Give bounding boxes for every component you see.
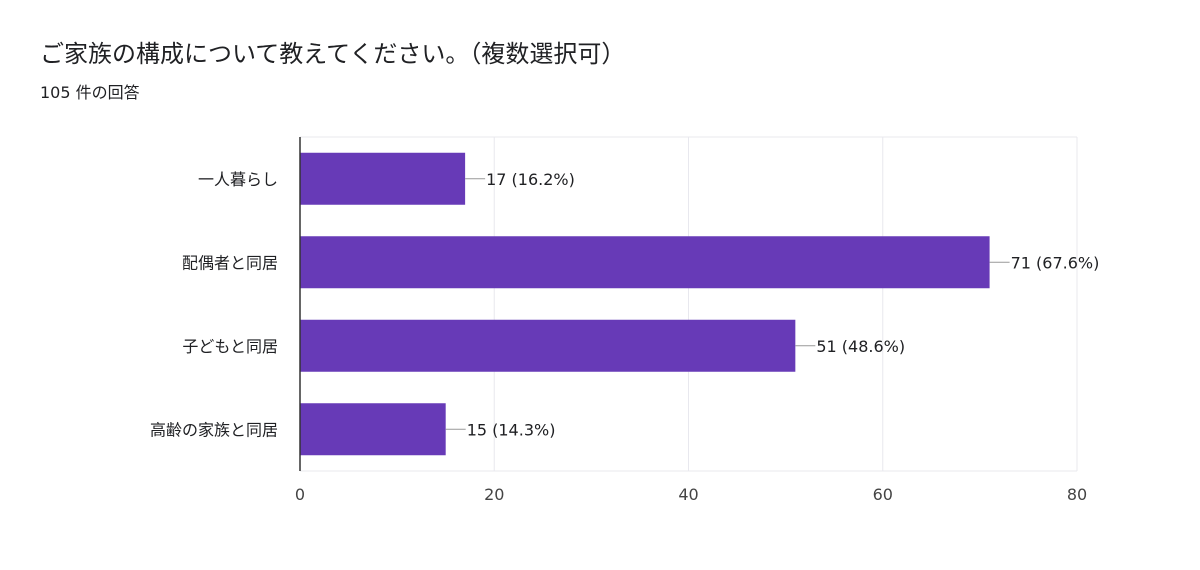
response-count: 105 件の回答 (40, 83, 140, 102)
x-tick-label-4: 80 (1067, 485, 1087, 504)
category-label-0: 一人暮らし (198, 170, 278, 189)
x-tick-label-1: 20 (484, 485, 504, 504)
category-label-3: 高齢の家族と同居 (150, 420, 278, 439)
bar-1 (300, 236, 990, 289)
x-tick-label-2: 40 (678, 485, 698, 504)
question-title: ご家族の構成について教えてください。（複数選択可） (40, 40, 626, 68)
category-label-2: 子どもと同居 (182, 337, 278, 356)
data-label-0: 17 (16.2%) (486, 170, 575, 189)
bar-2 (300, 319, 796, 372)
data-label-1: 71 (67.6%) (1011, 253, 1100, 272)
bar-0 (300, 152, 466, 205)
x-tick-label-3: 60 (873, 485, 893, 504)
data-label-2: 51 (48.6%) (816, 337, 905, 356)
bar-3 (300, 403, 446, 456)
x-tick-label-0: 0 (295, 485, 305, 504)
data-label-3: 15 (14.3%) (467, 420, 556, 439)
category-label-1: 配偶者と同居 (182, 253, 278, 272)
